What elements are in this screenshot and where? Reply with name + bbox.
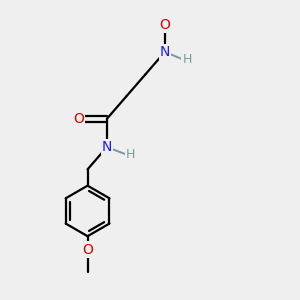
Text: H: H [126,148,135,161]
Text: H: H [182,53,192,66]
Text: N: N [160,45,170,59]
Text: O: O [73,112,84,126]
Text: O: O [82,243,93,256]
Text: N: N [102,140,112,154]
Text: O: O [159,18,170,32]
